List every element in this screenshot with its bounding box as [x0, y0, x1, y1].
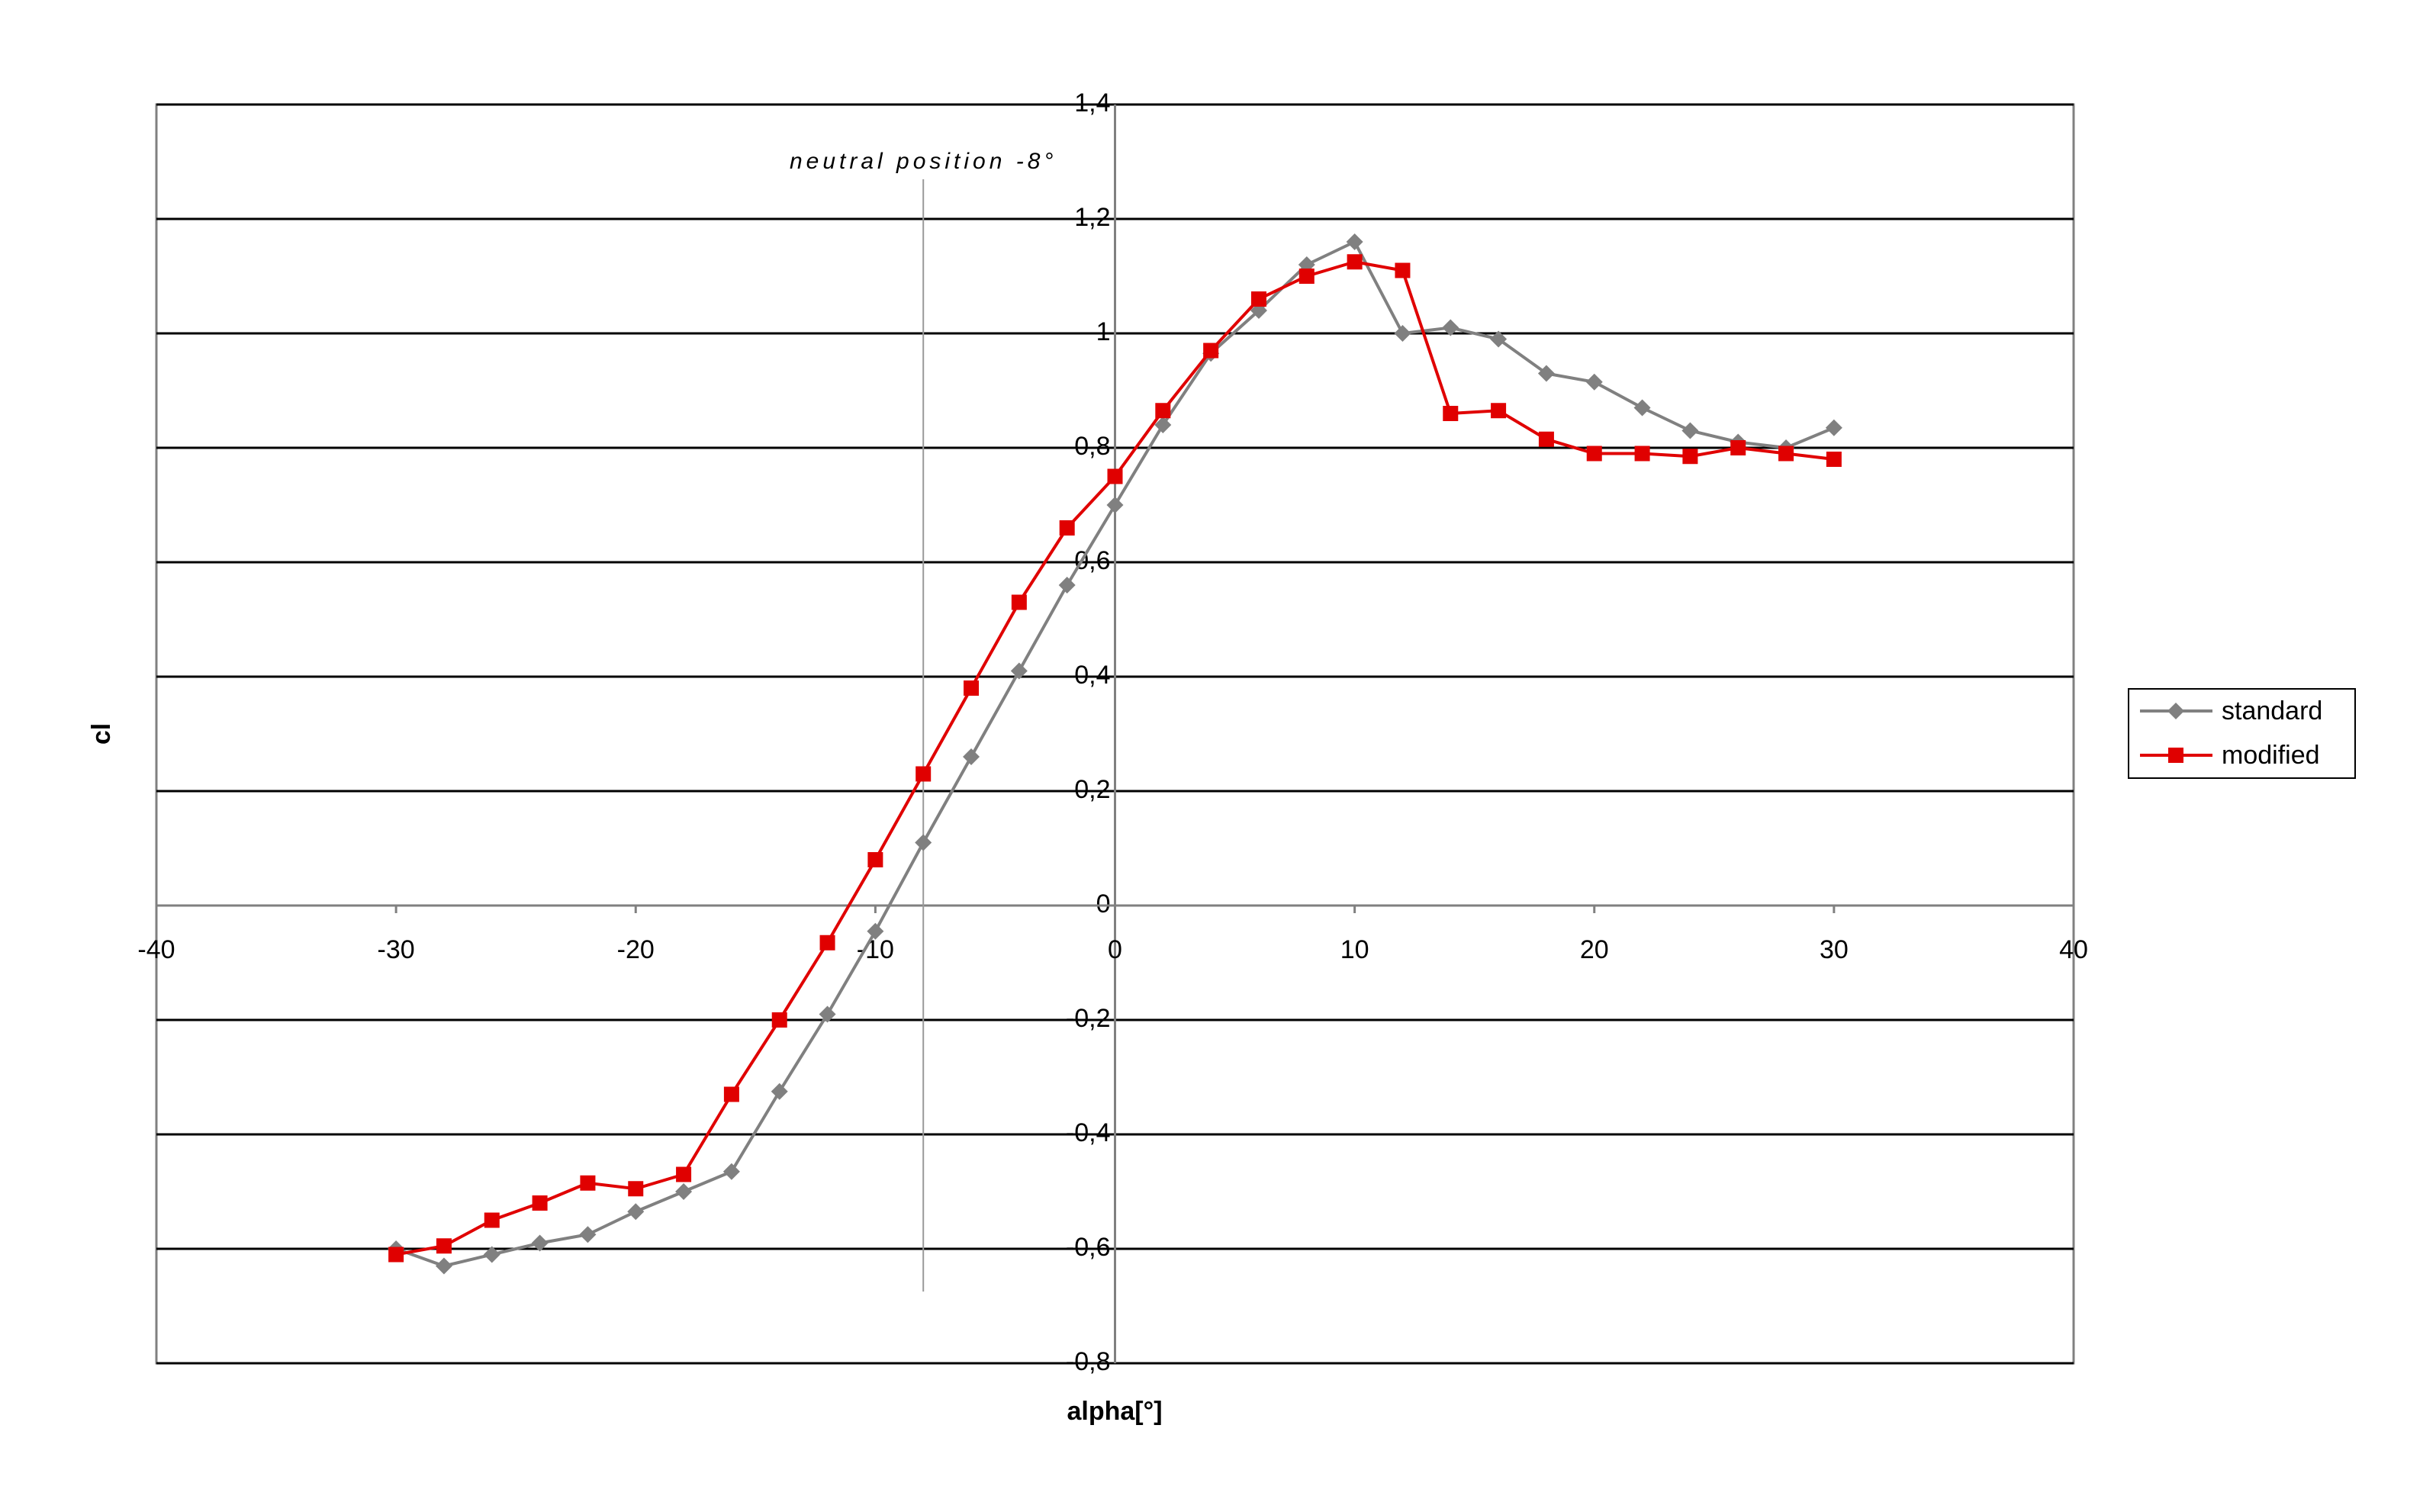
legend-label: standard	[2222, 696, 2322, 725]
marker	[867, 852, 883, 867]
annotation-text: neutral position -8°	[790, 149, 1057, 174]
y-tick-label: 1,2	[1074, 203, 1110, 232]
marker	[1010, 662, 1028, 680]
marker	[1585, 373, 1603, 391]
marker	[1107, 468, 1123, 484]
marker	[1491, 403, 1507, 419]
marker	[1394, 325, 1411, 342]
marker	[1730, 440, 1746, 455]
marker	[1633, 399, 1651, 417]
marker	[1634, 446, 1650, 462]
marker	[1347, 254, 1363, 270]
marker	[722, 1163, 740, 1180]
marker	[1538, 431, 1554, 447]
marker	[1778, 446, 1794, 462]
x-tick-label: -40	[137, 935, 175, 964]
x-tick-label: 40	[2059, 935, 2088, 964]
legend-label: modified	[2222, 741, 2320, 770]
marker	[819, 1005, 836, 1023]
marker	[1490, 330, 1508, 348]
y-tick-label: -0,4	[1066, 1118, 1111, 1147]
marker	[916, 766, 932, 782]
marker	[915, 834, 932, 851]
marker	[1250, 291, 1266, 307]
x-tick-label: 20	[1580, 935, 1609, 964]
marker	[771, 1012, 787, 1028]
y-tick-label: 1,4	[1074, 88, 1110, 117]
marker	[1681, 422, 1699, 439]
marker	[1682, 449, 1698, 465]
marker	[1442, 319, 1459, 336]
marker	[1298, 269, 1315, 284]
marker	[532, 1195, 548, 1211]
marker	[1011, 594, 1027, 610]
y-tick-label: 0,8	[1074, 432, 1110, 461]
marker	[1203, 343, 1219, 359]
marker	[1537, 365, 1555, 382]
marker	[388, 1247, 404, 1263]
y-tick-label: -0,8	[1066, 1347, 1111, 1376]
x-tick-label: -10	[857, 935, 894, 964]
marker	[867, 922, 884, 940]
marker	[963, 748, 980, 765]
marker	[579, 1226, 597, 1243]
marker	[2168, 748, 2183, 763]
marker	[627, 1203, 645, 1221]
marker	[1058, 577, 1076, 594]
marker	[628, 1181, 644, 1197]
y-tick-label: 1	[1096, 317, 1111, 346]
marker	[723, 1086, 739, 1102]
x-tick-label: -20	[617, 935, 655, 964]
marker	[1826, 452, 1842, 467]
x-tick-label: 0	[1108, 935, 1122, 964]
marker	[1154, 417, 1172, 433]
marker	[2167, 703, 2184, 719]
marker	[531, 1234, 549, 1252]
marker	[1106, 497, 1124, 513]
marker	[964, 680, 980, 696]
x-tick-label: 10	[1340, 935, 1369, 964]
marker	[771, 1083, 788, 1100]
y-tick-label: 0	[1096, 890, 1111, 918]
marker	[435, 1257, 452, 1275]
x-tick-label: 30	[1820, 935, 1849, 964]
marker	[1825, 419, 1842, 436]
marker	[1059, 520, 1075, 536]
y-tick-label: -0,6	[1066, 1233, 1111, 1262]
x-tick-label: -30	[378, 935, 415, 964]
marker	[1395, 262, 1411, 278]
marker	[484, 1212, 500, 1228]
marker	[580, 1175, 596, 1191]
x-axis-label: alpha[°]	[1067, 1397, 1162, 1426]
y-tick-label: -0,2	[1066, 1004, 1111, 1033]
marker	[676, 1166, 692, 1182]
marker	[1346, 233, 1363, 250]
y-tick-label: 0,2	[1074, 775, 1110, 804]
marker	[483, 1246, 500, 1263]
legend-box	[2128, 688, 2356, 779]
marker	[819, 935, 835, 951]
marker	[675, 1183, 693, 1200]
y-tick-label: 0,6	[1074, 546, 1110, 575]
marker	[1586, 446, 1602, 462]
marker	[436, 1238, 452, 1254]
y-axis-label: cl	[87, 723, 116, 745]
y-tick-label: 0,4	[1074, 661, 1110, 690]
marker	[1443, 406, 1459, 421]
marker	[1155, 403, 1171, 419]
